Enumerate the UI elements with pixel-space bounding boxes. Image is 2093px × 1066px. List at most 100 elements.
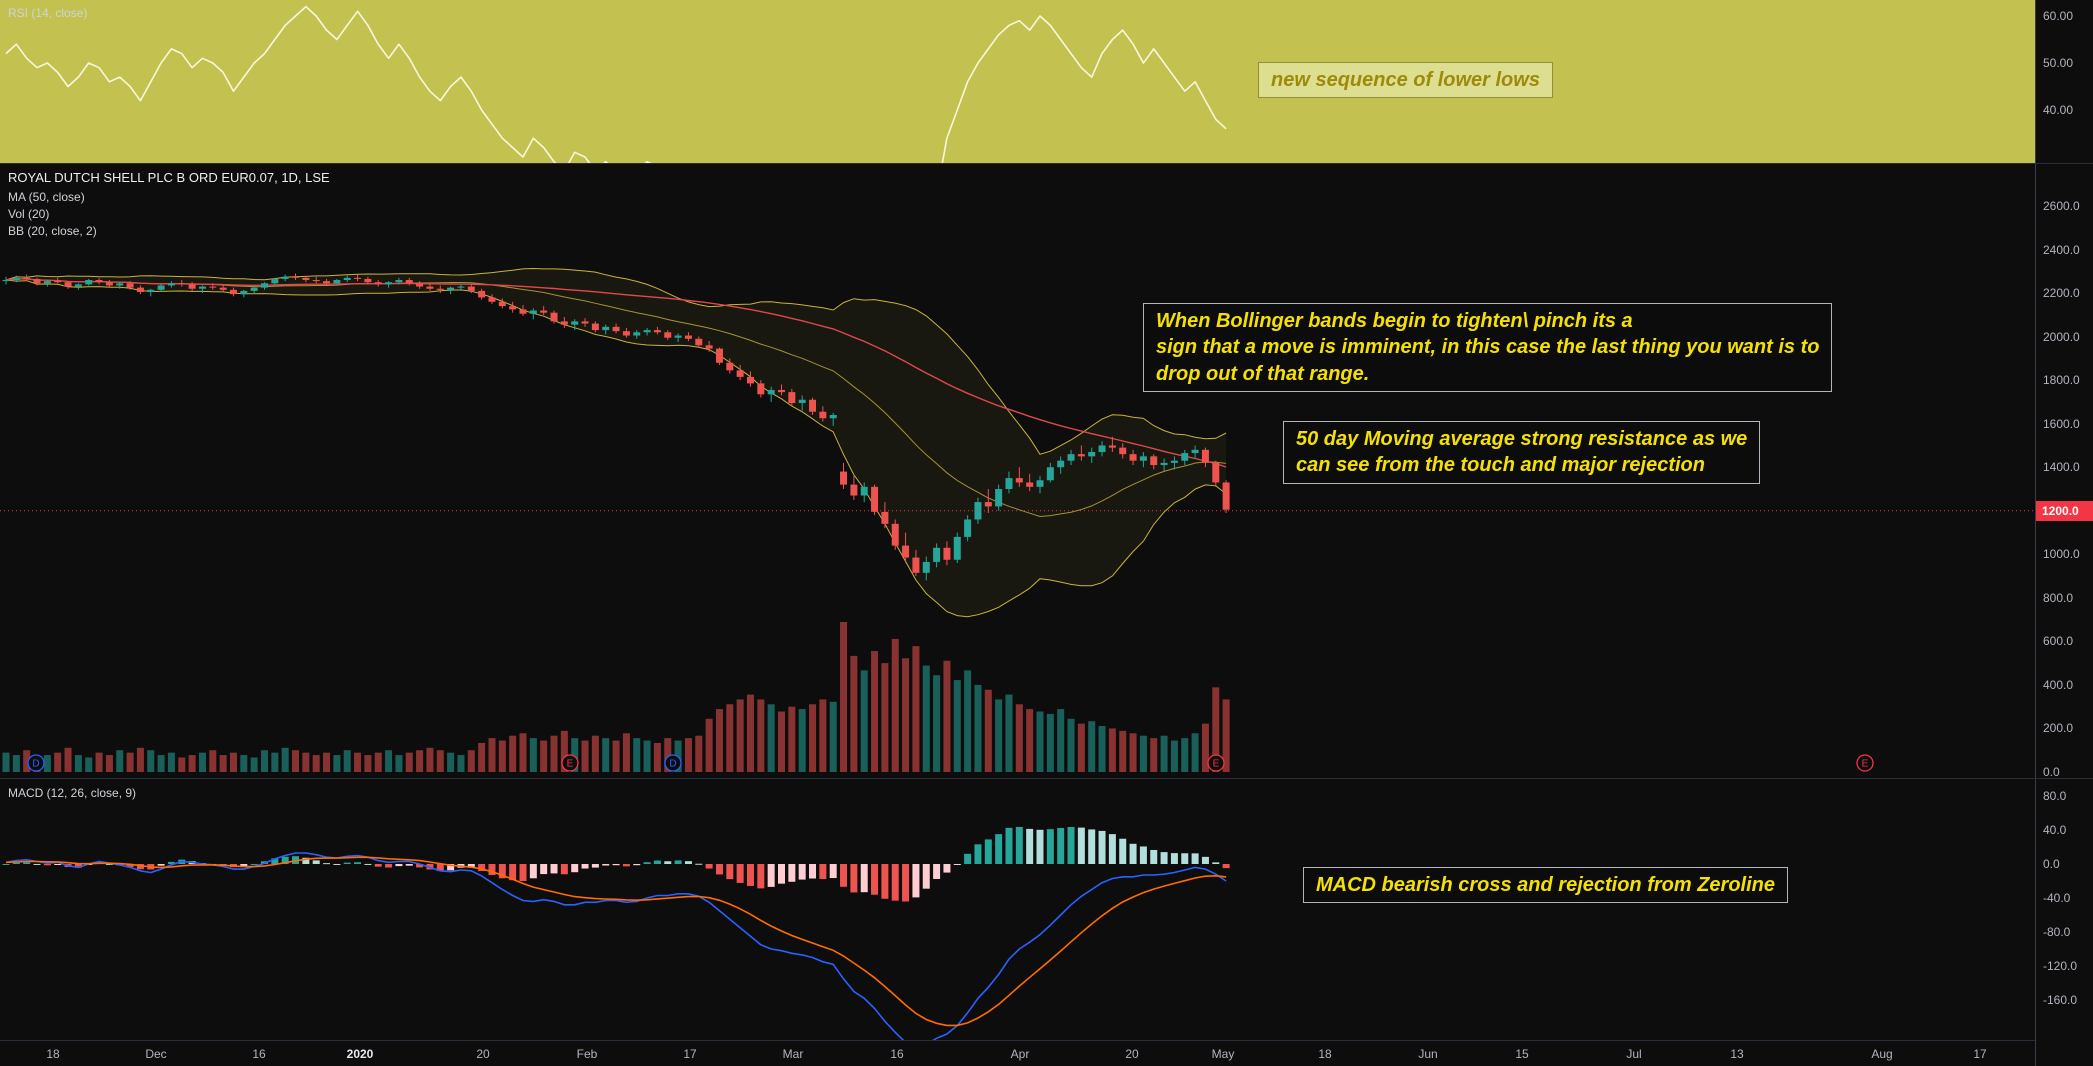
volume-bar <box>426 747 434 772</box>
macd-histogram-bar <box>364 863 372 865</box>
legend-volume[interactable]: Vol (20) <box>8 207 50 221</box>
macd-histogram-bar <box>1201 856 1209 864</box>
volume-bar <box>1036 711 1044 772</box>
volume-bar <box>416 750 424 772</box>
legend-rsi[interactable]: RSI (14, close) <box>8 6 88 20</box>
volume-bar <box>116 750 124 772</box>
candle-body <box>560 321 568 325</box>
macd-histogram-bar <box>964 853 972 864</box>
symbol-title[interactable]: ROYAL DUTCH SHELL PLC B ORD EUR0.07, 1D,… <box>8 170 330 185</box>
candle-body <box>374 282 382 285</box>
price-axis[interactable]: 60.00 50.00 40.00 2600.0 2400.0 2200.0 2000.0 1… <box>2035 0 2093 1066</box>
dividend-marker[interactable] <box>27 754 45 772</box>
bb-lower-band <box>5 279 1227 618</box>
candle-body <box>1026 482 1034 487</box>
macd-histogram-bar <box>1108 834 1116 864</box>
macd-histogram-bar <box>1098 830 1106 864</box>
candle-body <box>643 330 651 333</box>
candle-body <box>850 484 858 496</box>
volume-bar <box>1005 694 1013 772</box>
earnings-marker-letter: E <box>567 759 574 770</box>
macd-histogram-bar <box>1057 827 1065 864</box>
macd-histogram-bar <box>1067 827 1075 864</box>
volume-bar <box>695 735 703 772</box>
candle-body <box>705 345 713 349</box>
candle-body <box>653 330 661 333</box>
macd-histogram-bar <box>860 864 868 893</box>
macd-plot[interactable] <box>0 778 2035 1040</box>
annotation-bollinger-pinch[interactable]: When Bollinger bands begin to tighten\ p… <box>1143 303 1833 393</box>
macd-histogram-bar <box>602 864 610 866</box>
volume-bar <box>395 755 403 772</box>
dividend-marker[interactable] <box>664 754 682 772</box>
candle-body <box>809 399 817 412</box>
macd-histogram-bar <box>871 864 879 895</box>
macd-pane[interactable]: MACD (12, 26, close, 9) <box>0 778 2035 1040</box>
volume-bar <box>478 742 486 772</box>
volume-bar <box>653 742 661 772</box>
annotation-ma50-resistance[interactable]: 50 day Moving average strong resistance … <box>1283 421 1761 484</box>
candle-body <box>695 338 703 346</box>
candle-body <box>126 283 134 288</box>
volume-bar <box>850 655 858 772</box>
rsi-plot[interactable] <box>0 0 2035 163</box>
legend-ma50[interactable]: MA (50, close) <box>8 190 85 204</box>
macd-histogram-bar <box>167 861 175 864</box>
pane-divider[interactable] <box>0 778 2093 779</box>
macd-histogram-bar <box>643 862 651 864</box>
rsi-pane[interactable]: RSI (14, close) <box>0 0 2035 163</box>
volume-bar <box>333 755 341 772</box>
volume-bar <box>1139 735 1147 772</box>
candle-body <box>136 287 144 292</box>
dividend-marker-letter: D <box>32 759 39 770</box>
candle-body <box>33 278 41 284</box>
volume-bar <box>498 740 506 772</box>
macd-histogram-bar <box>136 864 144 870</box>
macd-histogram-bar <box>943 864 951 873</box>
axis-tick-label: 2400.0 <box>2043 242 2080 257</box>
candle-body <box>240 290 248 295</box>
macd-histogram-bar <box>653 860 661 864</box>
legend-macd[interactable]: MACD (12, 26, close, 9) <box>8 786 137 800</box>
time-axis[interactable]: 18 Dec 16 2020 20 Feb 17 Mar 16 Apr 20 May 18 Jun 15 Ju… <box>0 1040 2035 1066</box>
macd-histogram-bar <box>1005 827 1013 864</box>
volume-bar <box>633 738 641 772</box>
macd-histogram-bar <box>984 839 992 864</box>
pane-divider[interactable] <box>0 163 2093 164</box>
macd-histogram-bar <box>736 864 744 883</box>
volume-bar <box>726 704 734 772</box>
volume-bar <box>436 750 444 772</box>
macd-histogram-bar <box>374 864 382 867</box>
macd-histogram-bar <box>436 864 444 872</box>
macd-histogram-bar <box>333 863 341 865</box>
candle-body <box>891 523 899 546</box>
candle-body <box>1201 449 1209 463</box>
candle-body <box>684 335 692 339</box>
macd-histogram-bar <box>323 863 331 865</box>
volume-bar <box>1026 709 1034 772</box>
volume-bar <box>891 638 899 772</box>
axis-tick-label: 0.0 <box>2043 765 2060 779</box>
earnings-marker[interactable] <box>1207 754 1225 772</box>
annotation-macd-cross[interactable]: MACD bearish cross and rejection from Ze… <box>1303 867 1788 904</box>
volume-bar <box>457 755 465 772</box>
volume-bar <box>871 651 879 772</box>
candle-body <box>23 277 31 279</box>
bb-upper-band <box>5 267 1227 455</box>
volume-bar <box>54 752 62 772</box>
candle-body <box>405 280 413 284</box>
macd-histogram-bar <box>1191 853 1199 864</box>
macd-histogram-bar <box>467 864 475 868</box>
macd-histogram-bar <box>302 857 310 864</box>
macd-histogram-bar <box>550 864 558 874</box>
candle-body <box>209 286 217 288</box>
earnings-marker[interactable] <box>1856 754 1874 772</box>
macd-histogram-bar <box>2 864 10 865</box>
macd-histogram-bar <box>767 864 775 887</box>
annotation-rsi-lower-lows[interactable]: new sequence of lower lows <box>1258 62 1553 99</box>
earnings-marker[interactable] <box>561 754 579 772</box>
legend-bb[interactable]: BB (20, close, 2) <box>8 224 97 238</box>
volume-bar <box>1119 730 1127 772</box>
macd-histogram-bar <box>746 864 754 886</box>
